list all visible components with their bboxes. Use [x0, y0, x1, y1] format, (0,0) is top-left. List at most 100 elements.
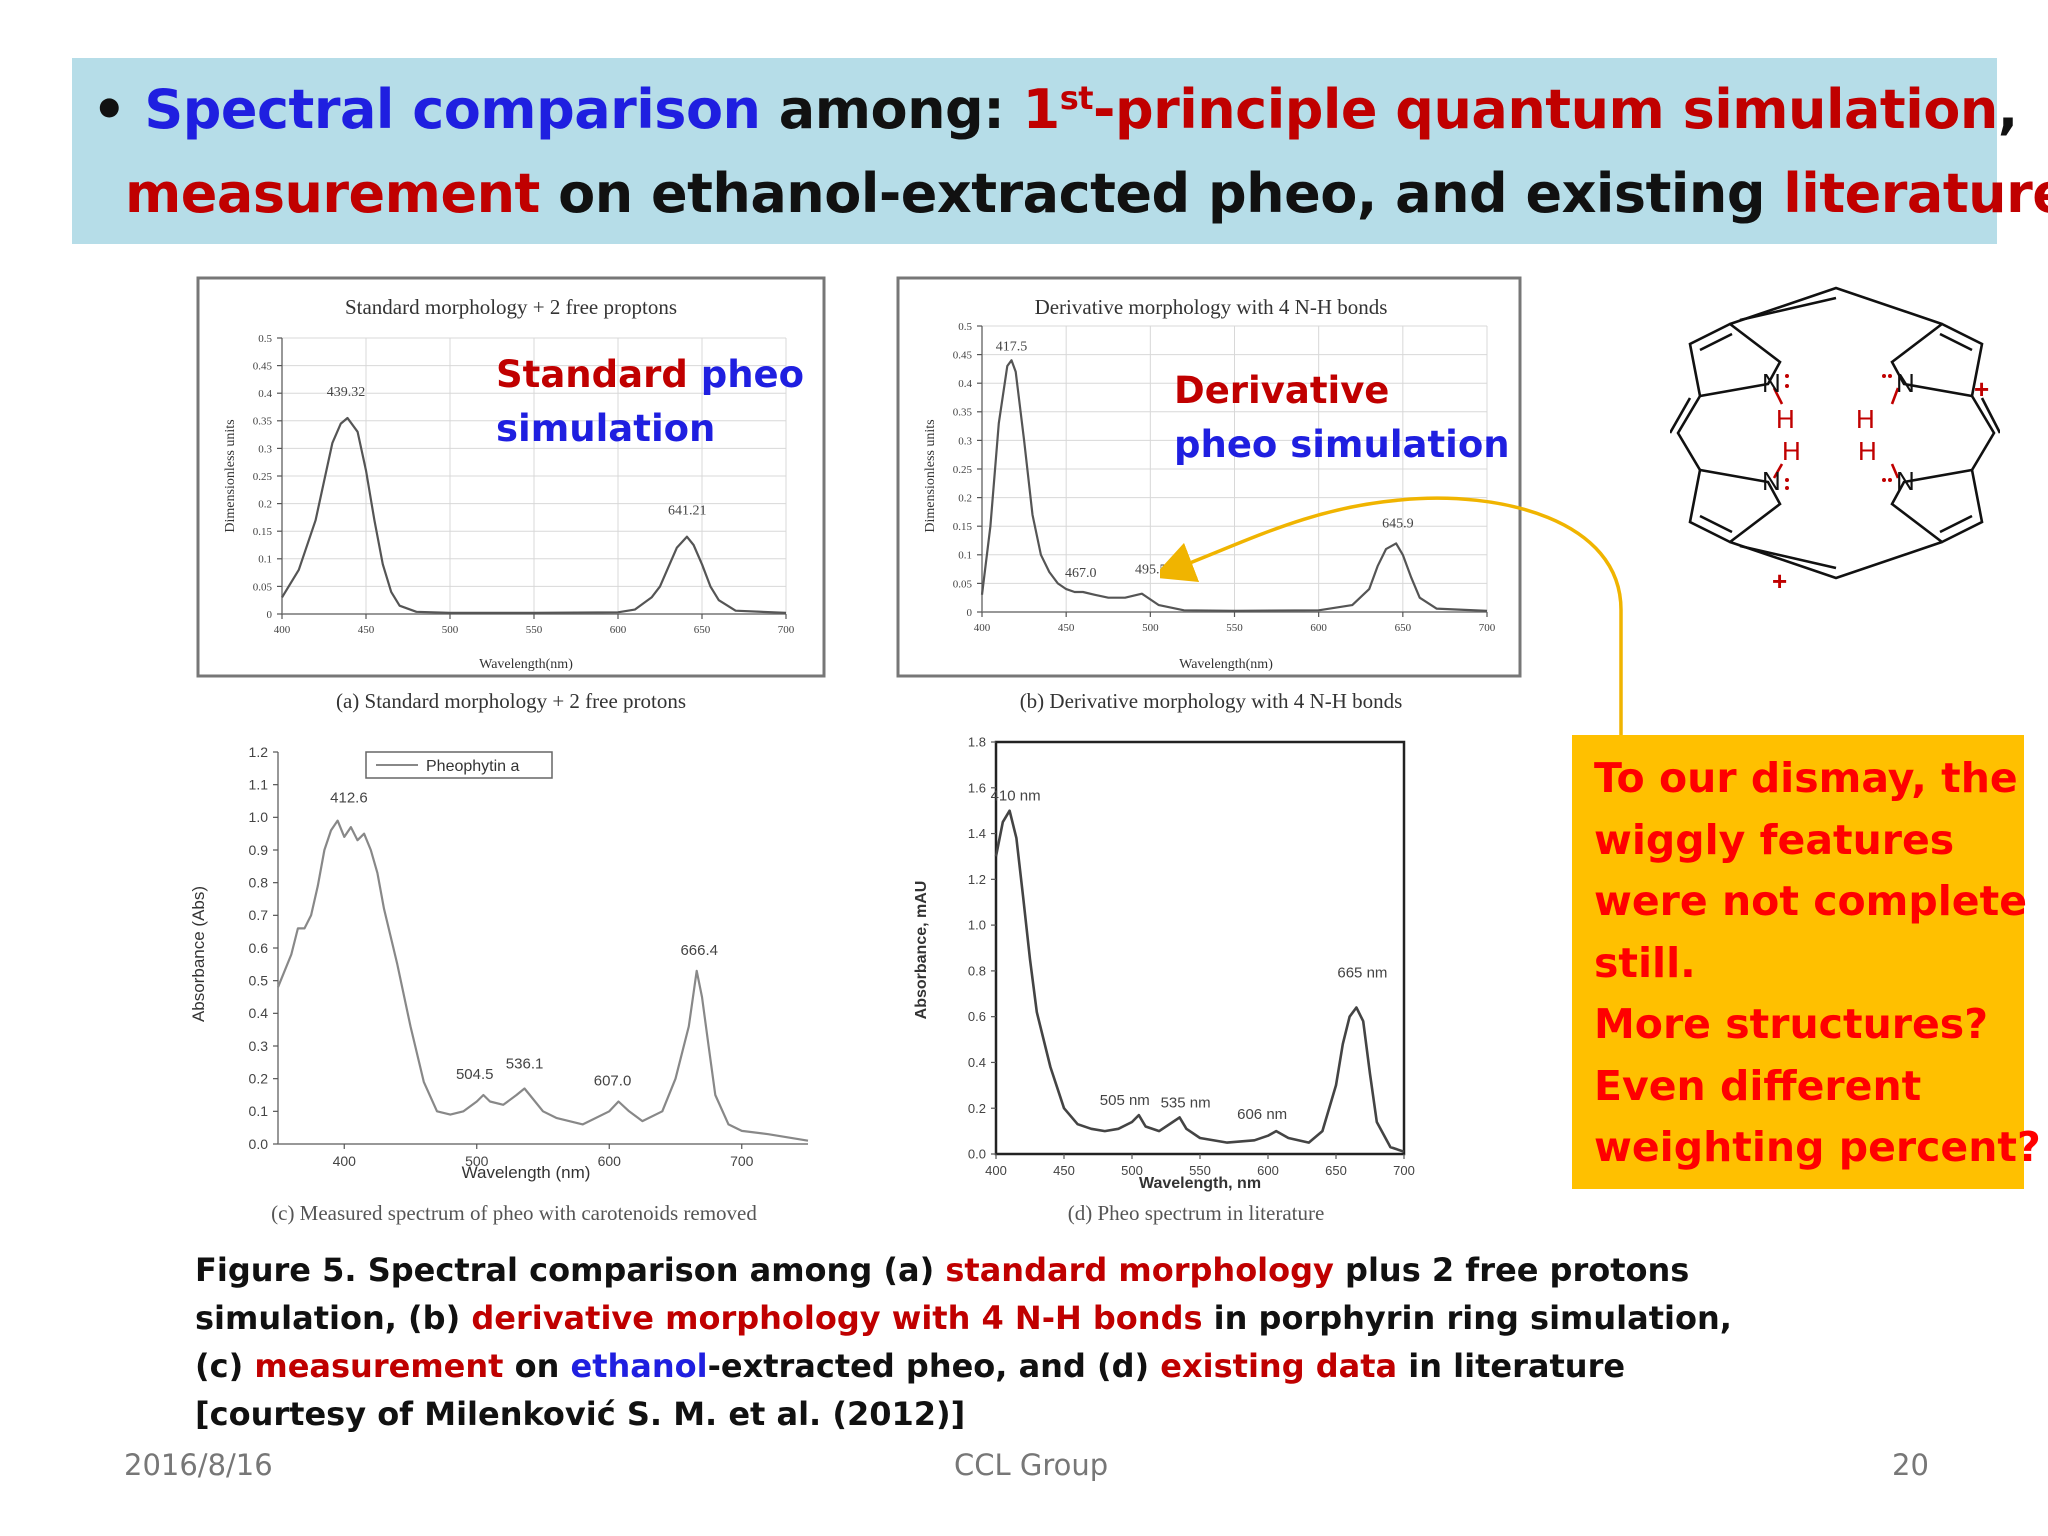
chart-b-y-tick-label: 0.15	[953, 521, 973, 533]
caption-3e: -extracted pheo, and (d)	[707, 1347, 1161, 1385]
plus-charge-2: +	[1772, 566, 1787, 596]
chart-a-x-tick-label: 700	[778, 624, 795, 636]
chart-d-y-axis-label: Absorbance, mAU	[913, 881, 930, 1020]
overlay-standard: Standard	[496, 353, 688, 396]
chart-c-peak-label: 536.1	[506, 1055, 544, 1072]
chart-c-legend-box	[365, 751, 553, 779]
chart-c-x-tick-label: 400	[333, 1153, 357, 1169]
chart-b-x-tick-label: 600	[1310, 622, 1327, 634]
title-bullet: •	[92, 78, 127, 141]
callout-line-7: weighting percent?	[1594, 1123, 2041, 1171]
chart-d-x-tick-label: 700	[1393, 1163, 1415, 1178]
callout-line-4: still.	[1594, 938, 1696, 987]
chart-d-x-tick-label: 450	[1053, 1163, 1075, 1178]
chart-d-y-tick-label: 1.4	[968, 826, 986, 841]
chart-b-caption: (b) Derivative morphology with 4 N-H bon…	[1020, 689, 1403, 713]
callout-line-3: were not complete	[1594, 877, 2028, 925]
chart-d-y-tick-label: 0.6	[968, 1009, 986, 1024]
chart-b-peak-label: 495.5	[1135, 563, 1167, 578]
title-ethanol-pheo: on ethanol-extracted pheo, and existing	[539, 162, 1784, 225]
chart-b-overlay: Derivative pheo simulation	[1174, 364, 1510, 472]
chart-a-y-tick-label: 0.05	[253, 581, 273, 593]
title-measurement: measurement	[125, 162, 540, 225]
callout-line-5: More structures?	[1594, 1000, 1988, 1048]
chart-d-y-tick-label: 1.6	[968, 780, 986, 795]
chart-a-y-tick-label: 0.5	[258, 333, 272, 345]
chart-b-panel: Derivative morphology with 4 N-H bonds 0 0…	[896, 276, 1522, 713]
caption-line-2: simulation, (b) derivative morphology wi…	[195, 1294, 1732, 1342]
chart-c-y-axis-label: Absorbance (Abs)	[189, 886, 208, 1022]
pyrrole-bottom-right	[1890, 468, 1984, 544]
chart-c-y-tick-label: 0.1	[249, 1103, 269, 1119]
chart-b-series-line	[980, 359, 1488, 612]
chart-a-y-tick-label: 0.25	[253, 471, 273, 483]
chart-a-overlay: Standard pheo simulation	[496, 348, 804, 456]
chart-d-plot-frame	[994, 740, 1406, 1156]
chart-c-peak-label: 666.4	[680, 942, 718, 959]
arrow-path	[1160, 496, 1623, 735]
chart-b-y-tick-label: 0.35	[953, 407, 973, 419]
chart-a-y-tick-label: 0.15	[253, 526, 273, 538]
plus-charge-1: +	[1974, 374, 1989, 404]
pyrrole-top-left	[1688, 322, 1782, 398]
chart-c-y-tick-label: 1.1	[249, 777, 269, 793]
callout-line-2: wiggly features	[1594, 815, 1955, 864]
chart-c-peak-label: 412.6	[330, 790, 368, 807]
h-atom-1: H	[1776, 404, 1795, 434]
title-first: 1	[1022, 78, 1061, 141]
porphyrin-structure: N N N N H H H H + +	[1670, 286, 2000, 596]
h-atom-4: H	[1858, 436, 1877, 466]
chart-b-y-tick-label: 0.3	[958, 435, 972, 447]
chart-c-legend-label: Pheophytin a	[426, 758, 520, 775]
figure-caption: Figure 5. Spectral comparison among (a) …	[195, 1246, 1732, 1438]
chart-b-peak-label: 417.5	[996, 339, 1028, 354]
chart-d-peak-label: 606 nm	[1237, 1106, 1287, 1123]
title-literature: literature	[1783, 162, 2048, 225]
title-spectral-comparison: Spectral comparison	[144, 78, 761, 141]
chart-b-y-tick-label: 0	[967, 607, 973, 619]
title-line-1: • Spectral comparison among: 1st-princip…	[92, 78, 2018, 141]
chart-d-x-tick-label: 500	[1121, 1163, 1143, 1178]
chart-d-y-tick-label: 1.8	[968, 735, 986, 750]
chart-d-x-tick-label: 400	[985, 1163, 1007, 1178]
chart-d-y-tick-label: 1.2	[968, 872, 986, 887]
chart-c-y-tick-label: 0.2	[249, 1071, 269, 1087]
chart-a-y-tick-label: 0.45	[253, 360, 273, 372]
caption-3f: existing data	[1160, 1347, 1398, 1385]
caption-1c: plus 2 free protons	[1333, 1251, 1690, 1289]
chart-c-y-tick-label: 0.0	[249, 1136, 269, 1152]
chart-d-y-tick-label: 0.2	[968, 1101, 986, 1116]
chart-c-y-tick-label: 0.6	[249, 940, 269, 956]
chart-c-y-tick-label: 0.9	[249, 842, 269, 858]
overlay-derivative: Derivative	[1174, 369, 1390, 412]
chart-a-caption: (a) Standard morphology + 2 free protons	[336, 689, 686, 713]
caption-line-4: [courtesy of Milenković S. M. et al. (20…	[195, 1395, 966, 1433]
chart-d-x-tick-label: 550	[1189, 1163, 1211, 1178]
chart-b-x-tick-label: 700	[1479, 622, 1496, 634]
chart-a-x-tick-label: 450	[358, 624, 375, 636]
title-comma: ,	[1997, 78, 2019, 141]
chart-d-panel: 0.0 0.2 0.4 0.6 0.8 1.0 1.2 1.4 1.6 1.8 400 450 500 5…	[913, 735, 1415, 1225]
chart-a-y-tick-label: 0.1	[258, 554, 272, 566]
footer-group: CCL Group	[954, 1448, 1109, 1482]
caption-2c: in porphyrin ring simulation,	[1202, 1299, 1732, 1337]
caption-3a: (c)	[195, 1347, 255, 1385]
chart-d-caption: (d) Pheo spectrum in literature	[1068, 1201, 1325, 1225]
chart-b-y-tick-label: 0.25	[953, 464, 973, 476]
chart-a-peak-label: 641.21	[668, 504, 707, 519]
title-quantum-simulation: -principle quantum simulation	[1093, 78, 1998, 141]
chart-b-x-tick-label: 400	[974, 622, 991, 634]
chart-b-x-tick-label: 650	[1395, 622, 1412, 634]
chart-c-y-tick-label: 1.2	[249, 744, 269, 760]
chart-c-x-axis-label: Wavelength (nm)	[462, 1163, 591, 1182]
chart-a-series-line	[281, 416, 787, 614]
pyrrole-top-right	[1890, 322, 1984, 398]
title-line-2: measurement on ethanol-extracted pheo, a…	[125, 162, 2048, 225]
footer-date: 2016/8/16	[124, 1448, 273, 1482]
callout-line-6: Even different	[1594, 1061, 1922, 1110]
caption-line-1: Figure 5. Spectral comparison among (a) …	[195, 1246, 1689, 1294]
chart-d-x-tick-label: 650	[1325, 1163, 1347, 1178]
chart-c-y-tick-label: 0.7	[249, 907, 269, 923]
chart-a-y-tick-label: 0.3	[258, 443, 272, 455]
chart-b-peak-label: 467.0	[1065, 566, 1097, 581]
